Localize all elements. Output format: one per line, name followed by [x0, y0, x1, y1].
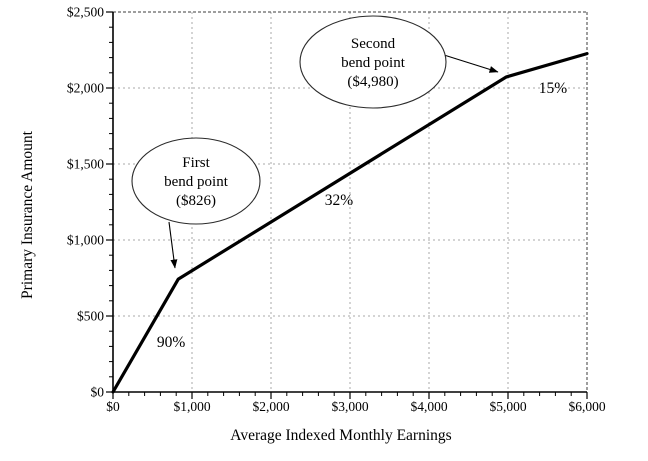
callout-text-line: Second — [351, 36, 396, 52]
x-tick-label: $6,000 — [568, 399, 605, 414]
callout-text-line: ($4,980) — [347, 74, 398, 90]
callout-text-line: First — [182, 155, 210, 171]
y-tick-label: $0 — [91, 385, 105, 400]
y-tick-label: $2,000 — [67, 81, 104, 96]
tick-labels: $0 $1,000 $2,000 $3,000 $4,000 $5,000 $6,000 $0… — [67, 5, 606, 415]
pia-line-group — [111, 51, 589, 394]
segment-label-32%: 32% — [325, 192, 354, 209]
y-tick-label: $1,000 — [67, 233, 104, 248]
callout-text-line: ($826) — [176, 193, 216, 209]
segment-percentage-labels: 90% 32% 15% — [157, 80, 567, 351]
callout-arrow — [443, 54, 499, 73]
x-tick-label: $2,000 — [252, 399, 289, 414]
x-tick-label: $4,000 — [410, 399, 447, 414]
x-tick-label: $5,000 — [489, 399, 526, 414]
callout-ellipse — [299, 15, 447, 109]
segment-label-90%: 90% — [157, 334, 186, 351]
callout-text-line: bend point — [164, 174, 229, 190]
segment-label-15%: 15% — [539, 80, 568, 97]
y-tick-label: $500 — [77, 309, 104, 324]
y-axis-title: Primary Insurance Amount — [19, 130, 36, 299]
callout-text-line: bend point — [341, 55, 406, 71]
callout-arrow — [168, 221, 178, 269]
pia-line — [111, 51, 589, 394]
callout-ellipse — [131, 137, 261, 225]
x-tick-label: $3,000 — [331, 399, 368, 414]
y-tick-label: $2,500 — [67, 5, 104, 20]
y-tick-label: $1,500 — [67, 157, 104, 172]
bend-point-callouts: First bend point ($826) Second bend point ($4… — [131, 15, 499, 269]
x-tick-label: $0 — [106, 399, 120, 414]
x-axis-title: Average Indexed Monthly Earnings — [230, 427, 451, 444]
x-tick-label: $1,000 — [173, 399, 210, 414]
axes — [112, 12, 587, 393]
